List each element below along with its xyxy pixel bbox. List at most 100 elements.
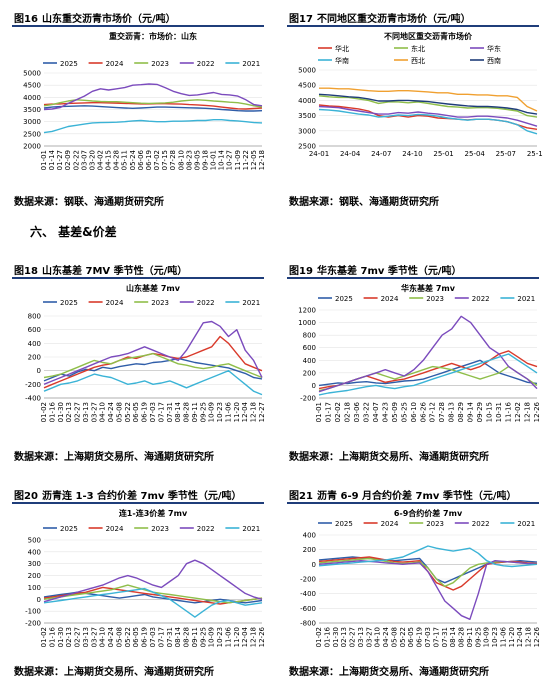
fig16-xtick: 07-02 xyxy=(153,150,161,170)
fig18-series-2025 xyxy=(43,357,263,382)
fig18-chart: 山东基差 7mv 2025 2024 2023 2022 2021 800 600 400 200… xyxy=(12,280,268,430)
fig19-ytick: 1000 xyxy=(298,319,316,327)
fig18-xtick: 12-27 xyxy=(258,402,266,422)
fig21-xtick: 05-08 xyxy=(390,627,398,647)
fig18-xtick: 02-27 xyxy=(74,402,82,422)
fig18-xtick: 11-20 xyxy=(233,402,241,422)
fig20-title: 图20 xyxy=(14,491,38,502)
fig17-title-text: 不同地区重交沥青市场价（元/吨） xyxy=(317,14,471,25)
fig16-series-2025 xyxy=(43,105,263,112)
fig16-xtick: 07-28 xyxy=(169,150,177,170)
fig18-title: 图18 xyxy=(14,266,38,277)
fig17-series-华东 xyxy=(318,105,538,127)
fig21-xtick: 06-19 xyxy=(416,627,424,647)
fig18-xtick: 12-04 xyxy=(241,401,249,422)
fig17-ytick: 3000 xyxy=(298,127,316,135)
fig20-ytick: 300 xyxy=(28,560,41,568)
fig21-chart-title: 6-9合约价差 7mv xyxy=(394,508,463,518)
fig21-chart: 6-9合约价差 7mv 2025 2024 2023 2022 2021 400 200 0 -2… xyxy=(287,505,543,655)
fig20-title-text: 沥青连 1-3 合约价差 7mv 季节性（元/吨） xyxy=(42,491,242,502)
fig21-ytick: -400 xyxy=(300,590,316,598)
fig19-xtick: 12-26 xyxy=(533,401,541,422)
fig20-rule xyxy=(12,502,264,504)
fig18-legend-label-2023: 2023 xyxy=(151,299,169,307)
fig20-xtick: 05-08 xyxy=(115,627,123,647)
fig19-title-text: 华东基差 7mv 季节性（元/吨） xyxy=(317,266,462,277)
fig17-legend-label-西南: 西南 xyxy=(487,56,501,65)
fig16-xtick: 03-20 xyxy=(88,150,96,170)
fig18-series-2022 xyxy=(43,320,263,385)
fig20-legend-label-2024: 2024 xyxy=(106,525,124,533)
fig19-ytick: -200 xyxy=(300,395,316,403)
fig21-xtick: 01-16 xyxy=(323,626,331,647)
fig16-ytick: 2000 xyxy=(23,143,41,151)
fig18-ytick: 400 xyxy=(28,340,41,348)
fig18-xtick: 03-13 xyxy=(82,402,90,422)
fig18-ytick: 0 xyxy=(37,367,41,375)
fig18-xtick: 09-25 xyxy=(199,402,207,422)
fig19-xtick: 12-02 xyxy=(514,402,522,422)
fig16-xtick: 05-11 xyxy=(121,150,129,170)
fig17-xtick: 25-10 xyxy=(527,150,543,158)
fig21-xtick: 12-04 xyxy=(516,626,524,647)
fig20-xtick: 03-27 xyxy=(90,627,98,647)
fig18-ytick: -400 xyxy=(25,395,41,403)
fig20-ytick: 400 xyxy=(28,548,41,556)
fig17-xtick: 24-07 xyxy=(371,150,391,158)
fig21-xtick: 01-30 xyxy=(332,627,340,647)
fig21-ytick: -800 xyxy=(300,620,316,628)
fig20-xtick: 01-30 xyxy=(57,627,65,647)
fig16-xtick: 06-06 xyxy=(137,149,145,170)
fig20-xtick: 03-13 xyxy=(82,627,90,647)
fig17-series-华南 xyxy=(318,108,538,135)
fig20-chart-title: 连1-连3价差 7mv xyxy=(119,508,188,518)
fig19-chart-title: 华东基差 7mv xyxy=(401,283,456,293)
fig20-xtick: 12-26 xyxy=(258,626,266,647)
fig20-ytick: -200 xyxy=(25,620,41,628)
fig19-ytick: 200 xyxy=(303,369,316,377)
fig20-xtick: 07-31 xyxy=(166,627,174,647)
fig20-legend-label-2025: 2025 xyxy=(60,525,78,533)
fig17-xtick: 25-04 xyxy=(465,150,486,158)
fig21-xtick: 12-26 xyxy=(533,626,541,647)
fig19-xtick: 11-16 xyxy=(505,401,513,422)
fig20-xtick: 05-22 xyxy=(124,627,132,647)
fig20-xtick: 04-24 xyxy=(107,626,115,647)
fig16-source: 数据来源：钢联、海通期货研究所 xyxy=(14,197,164,208)
fig19-chart: 华东基差 7mv 2025 2024 2023 2022 2021 1200 1000 800 6… xyxy=(287,280,543,430)
fig17-legend-label-华南: 华南 xyxy=(335,56,349,65)
fig18-xtick: 02-13 xyxy=(65,402,73,422)
fig19-xtick: 08-13 xyxy=(448,402,456,422)
fig18-xtick: 07-17 xyxy=(157,402,165,422)
fig19-xtick: 01-17 xyxy=(324,402,332,422)
fig21-legend-label-2023: 2023 xyxy=(426,520,444,528)
fig19-ytick: 1200 xyxy=(298,307,316,315)
fig16-xtick: 08-10 xyxy=(177,150,185,170)
fig19-xtick: 10-15 xyxy=(486,402,494,422)
fig16-series-2021 xyxy=(43,118,263,134)
fig16-legend-label-2023: 2023 xyxy=(151,60,169,68)
fig21-xtick: 09-25 xyxy=(474,627,482,647)
fig19-series-2021 xyxy=(318,353,538,396)
fig16-xtick: 01-14 xyxy=(48,149,56,170)
fig21-xtick: 05-22 xyxy=(399,627,407,647)
fig20-xtick: 01-16 xyxy=(48,626,56,647)
fig16-xtick: 12-05 xyxy=(250,150,258,170)
fig19-ytick: 400 xyxy=(303,357,316,365)
fig16-xtick: 08-23 xyxy=(185,150,193,170)
fig21-xtick: 07-17 xyxy=(432,627,440,647)
fig18-xtick: 06-19 xyxy=(141,402,149,422)
fig21-legend-label-2021: 2021 xyxy=(517,520,535,528)
fig20-xtick: 02-13 xyxy=(65,627,73,647)
fig19-xtick: 04-07 xyxy=(372,402,380,422)
fig18-xtick: 10-23 xyxy=(216,402,224,422)
fig21-legend-label-2022: 2022 xyxy=(472,520,490,528)
fig21-xtick: 06-05 xyxy=(407,627,415,647)
fig17-legend-label-华北: 华北 xyxy=(335,44,349,53)
fig17-ytick: 5000 xyxy=(298,67,316,75)
fig17-ytick: 3500 xyxy=(298,112,316,120)
fig18-xtick: 05-08 xyxy=(115,402,123,422)
fig19-xtick: 05-25 xyxy=(400,402,408,422)
fig19-xtick: 09-29 xyxy=(476,402,484,422)
fig20-chart: 连1-连3价差 7mv 2025 2024 2023 2022 2021 500 400 300… xyxy=(12,505,268,655)
